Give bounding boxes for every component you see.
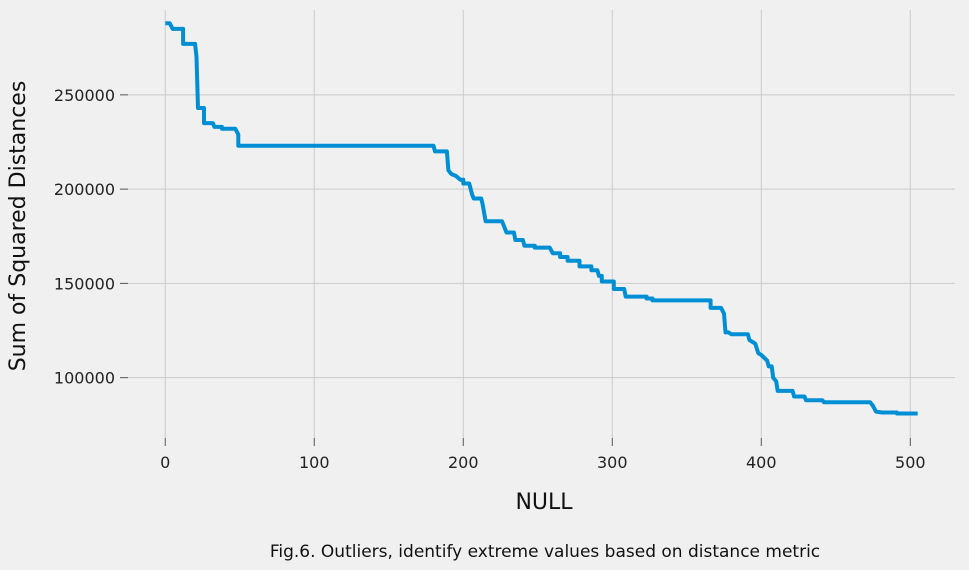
x-tick-label: 500 [895, 453, 926, 472]
y-tick-label: 100000 [54, 369, 115, 388]
y-tick-label: 200000 [54, 180, 115, 199]
line-chart: 0 100 200 300 400 500 100000 150000 200000 25000… [6, 10, 955, 515]
x-tick-label: 400 [746, 453, 777, 472]
figure-caption: Fig.6. Outliers, identify extreme values… [269, 542, 821, 562]
grid-lines [128, 10, 955, 438]
x-axis-ticks: 0 100 200 300 400 500 [160, 438, 926, 472]
x-tick-label: 300 [597, 453, 628, 472]
x-axis-label: NULL [515, 490, 573, 515]
y-axis-label: Sum of Squared Distances [6, 81, 31, 372]
x-tick-label: 200 [448, 453, 479, 472]
y-tick-label: 250000 [54, 86, 115, 105]
x-tick-label: 0 [160, 453, 170, 472]
y-axis-ticks: 100000 150000 200000 250000 [54, 86, 128, 388]
y-tick-label: 150000 [54, 274, 115, 293]
series-line [165, 21, 918, 416]
x-tick-label: 100 [299, 453, 330, 472]
